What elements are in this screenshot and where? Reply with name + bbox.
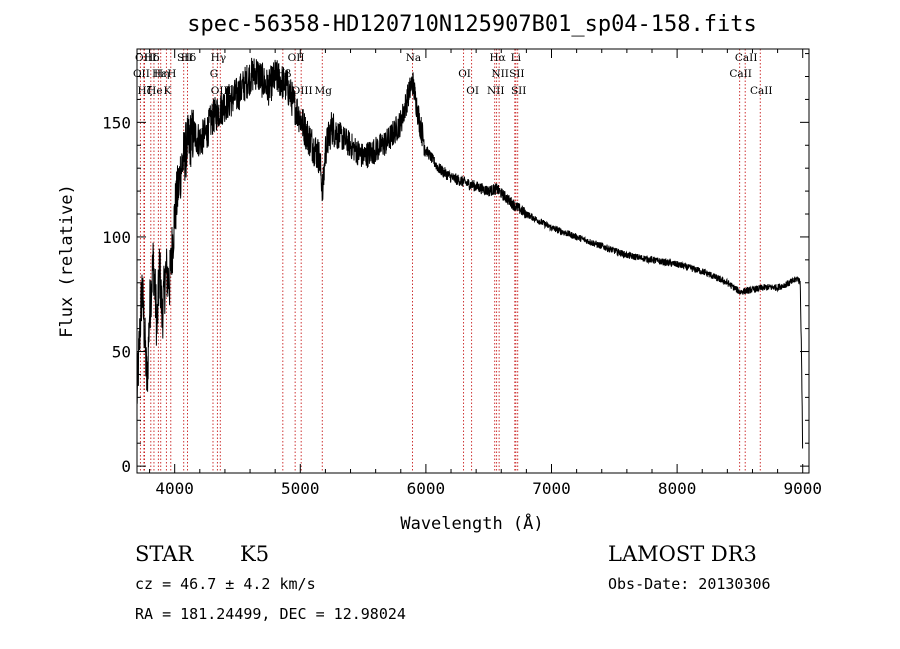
chart-title: spec-56358-HD120710N125907B01_sp04-158.f… (187, 12, 757, 37)
x-tick-label: 8000 (658, 479, 697, 498)
survey-name: LAMOST DR3 (608, 542, 757, 566)
spectrum-line (136, 57, 804, 449)
spectral-line-label: CaII (750, 85, 773, 97)
spectral-line-label: He (147, 85, 162, 97)
spectral-line-label: CaII (735, 52, 758, 64)
y-axis-label: Flux (relative) (57, 184, 77, 338)
spectral-line-labels: HδOIIHeOIIIHηKSIIHOIIIHγGOIIIOIIHβMgNaOI… (133, 52, 773, 97)
spectral-line-label: OIII (292, 85, 313, 97)
axis-ticks: 4000 5000 6000 7000 8000 9000 0 50 100 150 (102, 49, 822, 498)
spectral-line-label: Hδ (144, 52, 159, 64)
x-tick-label: 4000 (155, 479, 194, 498)
y-tick-label: 100 (102, 228, 131, 247)
spectral-line-label: Na (406, 52, 421, 64)
spectral-line-label: NII (491, 68, 508, 80)
x-axis-label: Wavelength (Å) (400, 512, 543, 534)
y-tick-label: 0 (121, 457, 131, 476)
spectral-line-label: K (163, 85, 171, 97)
coordinates-text: RA = 181.24499, DEC = 12.98024 (135, 605, 406, 623)
spectral-line-label: OI (458, 68, 471, 80)
object-subclass: K5 (240, 542, 269, 566)
spectral-line-label: Mg (315, 85, 333, 97)
plot-frame (136, 48, 810, 474)
spectral-line-label: NII (487, 85, 504, 97)
spectral-line-label: OII (288, 52, 305, 64)
spectral-line-label: OII (133, 68, 150, 80)
redshift-text: cz = 46.7 ± 4.2 km/s (135, 575, 316, 593)
spectral-line-label: Hα (489, 52, 505, 64)
object-class: STAR (135, 542, 194, 566)
spectral-line-label: Hη (154, 68, 169, 80)
spectral-line-label: SII (509, 68, 525, 80)
obs-date-text: Obs-Date: 20130306 (608, 575, 771, 593)
spectral-line-label: OI (466, 85, 479, 97)
spectral-line-label: SII (511, 85, 527, 97)
spectral-line-label: OIII (135, 52, 156, 64)
spectral-line-label: SII (177, 52, 193, 64)
spectrum-layer (136, 57, 804, 449)
spectral-line-label: Hζ (137, 85, 152, 97)
spectral-line-label: Li (511, 52, 522, 64)
x-tick-label: 5000 (281, 479, 320, 498)
x-tick-label: 9000 (783, 479, 822, 498)
y-tick-label: 50 (112, 343, 131, 362)
spectral-line-label: Hε (152, 68, 167, 80)
spectral-line-label: H (167, 68, 176, 80)
x-tick-label: 7000 (532, 479, 571, 498)
spectral-line-label: G (210, 68, 218, 80)
x-tick-label: 6000 (407, 479, 446, 498)
y-tick-label: 150 (102, 113, 131, 132)
spectral-line-label: Hδ (181, 52, 196, 64)
spectral-line-label: Hγ (211, 52, 226, 64)
spectral-line-label: CaII (729, 68, 752, 80)
